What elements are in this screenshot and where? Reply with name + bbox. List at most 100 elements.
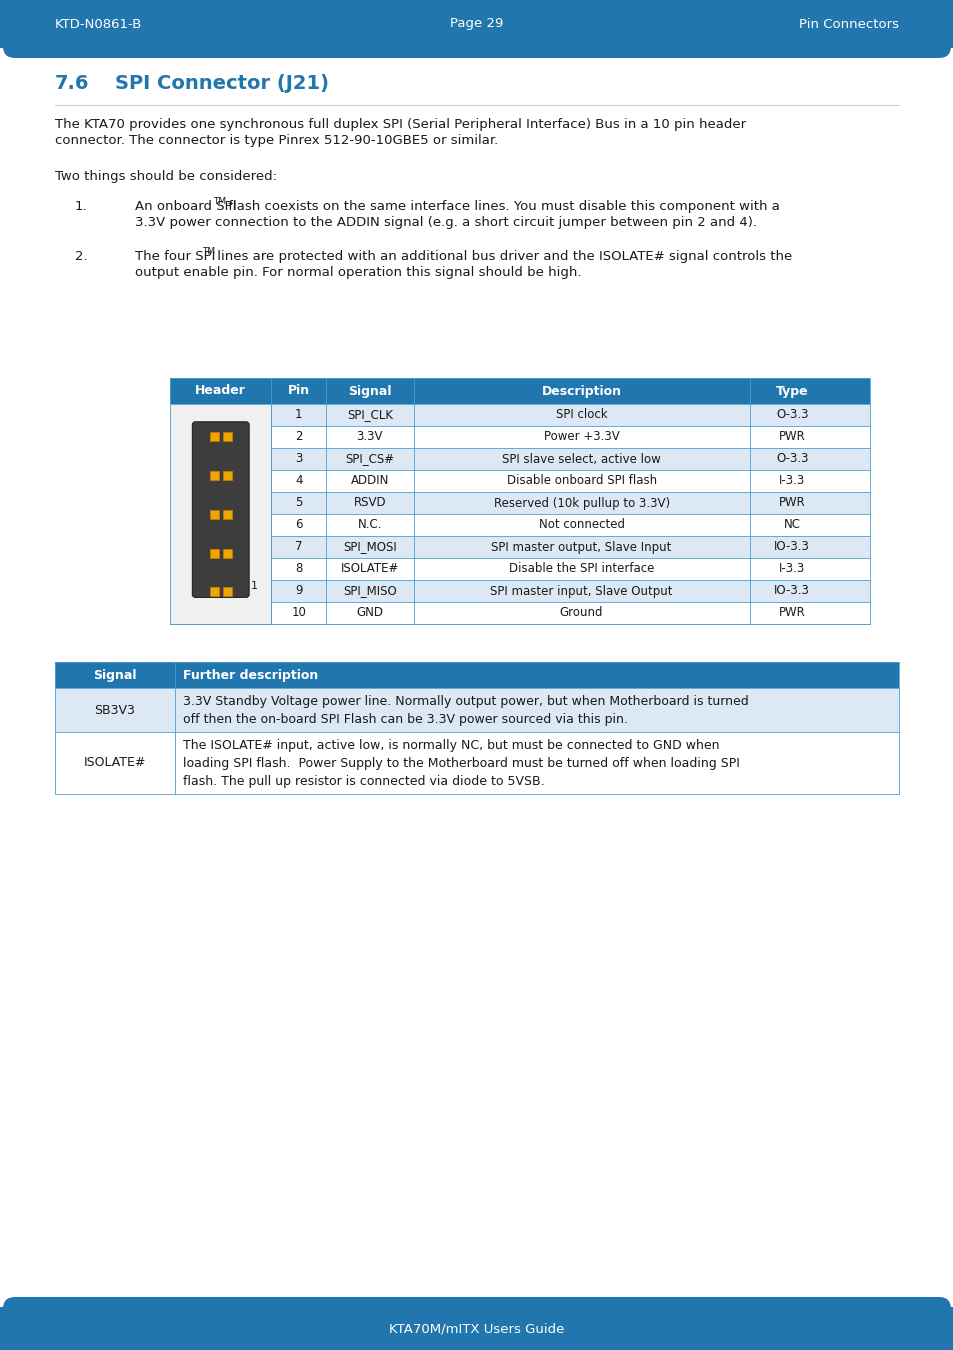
Text: O-3.3: O-3.3 — [775, 452, 808, 466]
Bar — [170, 602, 869, 624]
Text: Pin: Pin — [288, 385, 310, 397]
Text: SPI_MOSI: SPI_MOSI — [343, 540, 396, 553]
Text: SPI master output, Slave Input: SPI master output, Slave Input — [491, 540, 671, 553]
Bar — [222, 471, 232, 479]
Text: 8: 8 — [294, 563, 302, 575]
Bar — [0, 0, 953, 40]
Text: SPI_CLK: SPI_CLK — [347, 409, 393, 421]
Text: Ground: Ground — [559, 606, 602, 620]
Text: IO-3.3: IO-3.3 — [774, 585, 809, 598]
Text: N.C.: N.C. — [357, 518, 382, 532]
Text: 1: 1 — [251, 582, 258, 591]
Text: 2: 2 — [294, 431, 302, 444]
Bar — [170, 427, 869, 448]
Text: Signal: Signal — [93, 668, 136, 682]
Text: RSVD: RSVD — [354, 497, 386, 509]
Text: ISOLATE#: ISOLATE# — [340, 563, 398, 575]
Text: PWR: PWR — [778, 431, 805, 444]
Bar — [170, 404, 869, 427]
Text: SPI_MISO: SPI_MISO — [343, 585, 396, 598]
Text: Further description: Further description — [183, 668, 318, 682]
Bar — [170, 491, 869, 514]
Bar — [210, 548, 218, 558]
Text: Signal: Signal — [348, 385, 391, 397]
Text: Type: Type — [775, 385, 808, 397]
Text: I-3.3: I-3.3 — [779, 563, 804, 575]
Text: Description: Description — [541, 385, 621, 397]
Text: SPI Connector (J21): SPI Connector (J21) — [115, 74, 329, 93]
Text: SB3V3: SB3V3 — [94, 703, 135, 717]
Text: IO-3.3: IO-3.3 — [774, 540, 809, 553]
Text: ADDIN: ADDIN — [351, 474, 389, 487]
Text: 5: 5 — [294, 497, 302, 509]
Bar — [170, 558, 869, 580]
Bar — [170, 378, 869, 404]
Bar — [222, 548, 232, 558]
Text: Disable the SPI interface: Disable the SPI interface — [508, 563, 654, 575]
Text: 10: 10 — [291, 606, 306, 620]
Bar — [170, 378, 869, 624]
Text: KTD-N0861-B: KTD-N0861-B — [55, 18, 142, 31]
Text: The KTA70 provides one synchronous full duplex SPI (Serial Peripheral Interface): The KTA70 provides one synchronous full … — [55, 117, 745, 131]
Text: I-3.3: I-3.3 — [779, 474, 804, 487]
Bar — [170, 470, 869, 491]
Text: An onboard SPI: An onboard SPI — [135, 200, 236, 213]
Text: Two things should be considered:: Two things should be considered: — [55, 170, 276, 184]
Bar — [0, 0, 953, 49]
Text: The ISOLATE# input, active low, is normally NC, but must be connected to GND whe: The ISOLATE# input, active low, is norma… — [183, 738, 740, 788]
Text: NC: NC — [783, 518, 800, 532]
Bar — [222, 432, 232, 441]
Text: SPI master input, Slave Output: SPI master input, Slave Output — [490, 585, 672, 598]
Bar — [0, 1307, 953, 1350]
Bar — [170, 514, 869, 536]
Text: 3.3V power connection to the ADDIN signal (e.g. a short circuit jumper between p: 3.3V power connection to the ADDIN signa… — [135, 216, 757, 230]
Bar — [210, 432, 218, 441]
Bar — [210, 509, 218, 518]
Text: SPI clock: SPI clock — [556, 409, 607, 421]
Text: The four SPI: The four SPI — [135, 250, 215, 263]
Text: ISOLATE#: ISOLATE# — [84, 756, 146, 770]
Text: lines are protected with an additional bus driver and the ISOLATE# signal contro: lines are protected with an additional b… — [213, 250, 791, 263]
Text: PWR: PWR — [778, 606, 805, 620]
Text: 6: 6 — [294, 518, 302, 532]
Bar — [0, 1315, 953, 1350]
Text: Disable onboard SPI flash: Disable onboard SPI flash — [506, 474, 656, 487]
Text: Header: Header — [195, 385, 246, 397]
FancyBboxPatch shape — [3, 0, 950, 58]
Text: SPI_CS#: SPI_CS# — [345, 452, 394, 466]
Text: GND: GND — [356, 606, 383, 620]
Text: 9: 9 — [294, 585, 302, 598]
Text: Page 29: Page 29 — [450, 18, 503, 31]
Text: 7.6: 7.6 — [55, 74, 90, 93]
Text: 3.3V Standby Voltage power line. Normally output power, but when Motherboard is : 3.3V Standby Voltage power line. Normall… — [183, 695, 748, 726]
Text: Reserved (10k pullup to 3.3V): Reserved (10k pullup to 3.3V) — [493, 497, 669, 509]
Bar — [210, 587, 218, 597]
Text: 1.: 1. — [75, 200, 88, 213]
Text: connector. The connector is type Pinrex 512-90-10GBE5 or similar.: connector. The connector is type Pinrex … — [55, 134, 497, 147]
Text: TM: TM — [213, 197, 226, 207]
Text: 2.: 2. — [75, 250, 88, 263]
Bar — [55, 662, 898, 794]
Text: 7: 7 — [294, 540, 302, 553]
Bar — [170, 536, 869, 558]
Bar — [170, 580, 869, 602]
Text: Not connected: Not connected — [538, 518, 624, 532]
Text: PWR: PWR — [778, 497, 805, 509]
Bar — [170, 404, 272, 624]
Bar — [222, 587, 232, 597]
Text: flash coexists on the same interface lines. You must disable this component with: flash coexists on the same interface lin… — [223, 200, 779, 213]
Bar — [170, 448, 869, 470]
Bar — [55, 662, 898, 688]
Bar — [210, 471, 218, 479]
Text: output enable pin. For normal operation this signal should be high.: output enable pin. For normal operation … — [135, 266, 581, 279]
Bar — [170, 404, 272, 624]
FancyBboxPatch shape — [3, 1297, 950, 1350]
Text: KTA70M/mITX Users Guide: KTA70M/mITX Users Guide — [389, 1322, 564, 1335]
Text: 1: 1 — [294, 409, 302, 421]
Bar — [222, 509, 232, 518]
Text: O-3.3: O-3.3 — [775, 409, 808, 421]
FancyBboxPatch shape — [193, 421, 249, 598]
Text: SPI slave select, active low: SPI slave select, active low — [501, 452, 660, 466]
Text: Pin Connectors: Pin Connectors — [799, 18, 898, 31]
Bar — [55, 688, 898, 732]
